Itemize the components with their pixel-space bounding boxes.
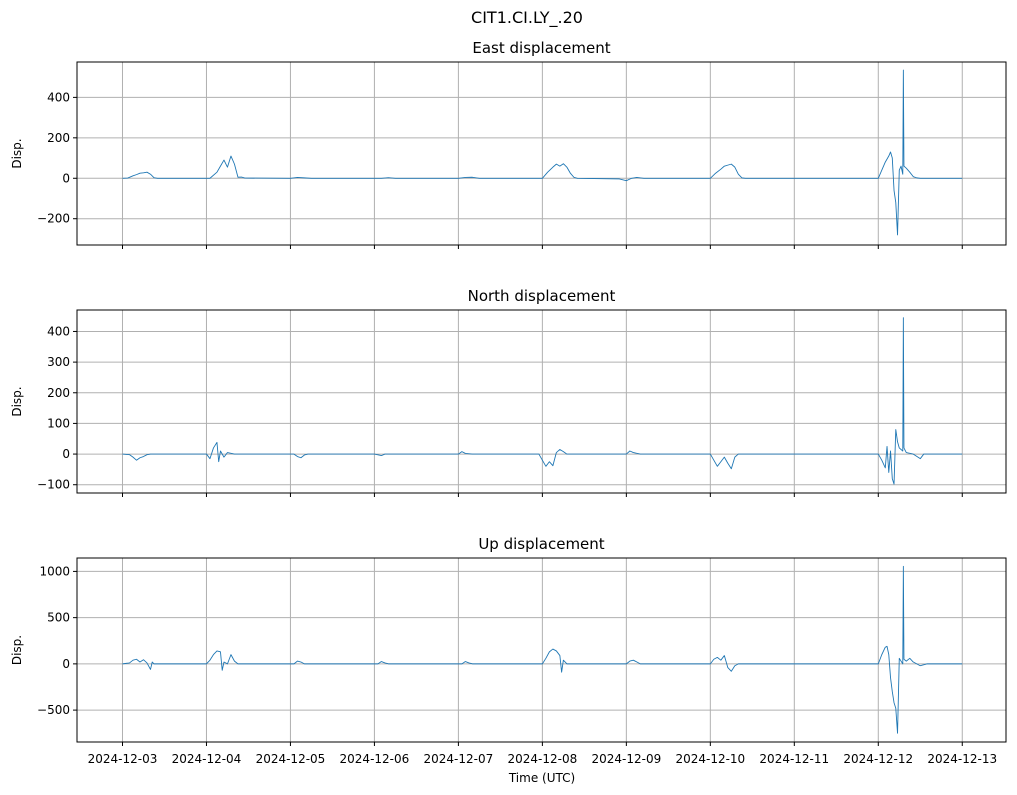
y-tick-label: −100 xyxy=(37,478,70,492)
y-tick-label: 100 xyxy=(47,416,70,430)
x-tick-label: 2024-12-05 xyxy=(256,752,326,766)
x-tick-label: 2024-12-11 xyxy=(759,752,829,766)
x-tick-label: 2024-12-08 xyxy=(507,752,577,766)
axes-frame xyxy=(76,61,1007,246)
x-tick-label: 2024-12-07 xyxy=(424,752,494,766)
x-tick-label: 2024-12-13 xyxy=(927,752,997,766)
y-tick-label: 400 xyxy=(47,90,70,104)
y-axis-label: Disp. xyxy=(10,635,24,665)
y-axis-label: Disp. xyxy=(10,138,24,168)
x-tick-label: 2024-12-09 xyxy=(591,752,661,766)
y-tick-label: 0 xyxy=(62,447,70,461)
y-tick-label: 400 xyxy=(47,324,70,338)
panel-title: North displacement xyxy=(468,287,616,305)
y-tick-label: 300 xyxy=(47,355,70,369)
axes-frame xyxy=(76,557,1007,743)
x-tick-label: 2024-12-06 xyxy=(340,752,410,766)
y-tick-label: 0 xyxy=(62,171,70,185)
series-line-1 xyxy=(122,317,963,485)
y-tick-label: 200 xyxy=(47,386,70,400)
axes-frame xyxy=(76,309,1007,494)
panel-title: East displacement xyxy=(472,39,610,57)
x-tick-label: 2024-12-03 xyxy=(88,752,158,766)
y-tick-label: 500 xyxy=(47,611,70,625)
panel-1: −200 0 200 400 East displacement Disp. xyxy=(10,39,1007,249)
y-tick-label: −200 xyxy=(37,212,70,226)
series-line-1 xyxy=(122,69,963,236)
series-line-1 xyxy=(122,565,963,734)
y-tick-label: 1000 xyxy=(39,564,70,578)
x-tick-label: 2024-12-04 xyxy=(172,752,242,766)
x-axis-label: Time (UTC) xyxy=(508,771,575,785)
panel-title: Up displacement xyxy=(478,535,604,553)
panels: −200 0 200 400 East displacement Disp. −100 0 10… xyxy=(10,39,1007,766)
y-axis-label: Disp. xyxy=(10,386,24,416)
panel-3: 2024-12-03 2024-12-04 2024-12-05 2024-12-06… xyxy=(10,535,1007,766)
y-tick-label: 0 xyxy=(62,657,70,671)
y-tick-label: −500 xyxy=(37,703,70,717)
figure-suptitle: CIT1.CI.LY_.20 xyxy=(471,8,583,28)
x-tick-label: 2024-12-12 xyxy=(843,752,913,766)
x-tick-label: 2024-12-10 xyxy=(675,752,745,766)
panel-2: −100 0 100 200 300 400 North displacement Disp. xyxy=(10,287,1007,497)
y-tick-label: 200 xyxy=(47,131,70,145)
